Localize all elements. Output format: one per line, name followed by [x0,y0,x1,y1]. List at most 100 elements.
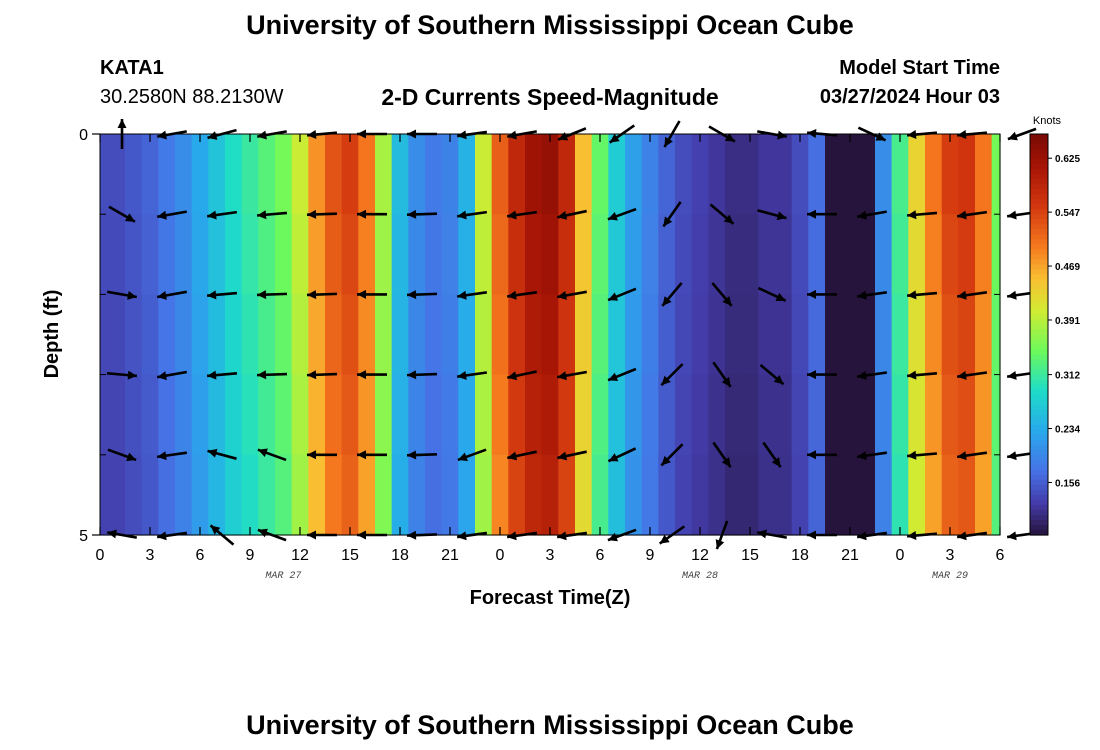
heatmap-cell [258,134,276,215]
heatmap-cell [558,294,576,376]
x-tick-label: 6 [596,547,605,564]
heatmap-cell [625,294,643,376]
heatmap-cell [375,214,393,295]
heatmap-cell [991,454,1001,536]
heatmap-cell [158,214,176,295]
current-arrow [857,210,887,220]
current-arrow [906,370,938,380]
x-tick-label: 0 [496,547,505,564]
heatmap-cell [508,134,526,215]
colorbar-segment [1030,329,1048,336]
current-arrow [807,289,837,299]
current-arrow [711,282,733,307]
heatmap-cell [375,454,393,536]
heatmap-cell [491,134,509,215]
heatmap-cell [658,214,676,295]
heatmap-cell [425,134,443,215]
current-arrow [956,371,988,380]
colorbar-tick-label: 0.234 [1055,425,1080,436]
colorbar-segment [1030,229,1048,235]
colorbar-segment [1030,279,1048,285]
current-arrow [507,450,537,461]
heatmap-cell [225,294,243,376]
heatmap-cell [758,374,776,456]
heatmap-cell [441,214,459,295]
heatmap-cell [391,214,409,295]
heatmap-cell [708,294,726,376]
colorbar-segment [1030,354,1048,361]
heatmap-cell [225,374,243,456]
current-arrow [156,451,188,461]
heatmap-cell [541,214,559,295]
heatmap-cell [475,134,493,215]
heatmap-cell [691,294,709,376]
x-tick-label: 6 [996,547,1005,564]
heatmap-cell [458,454,476,536]
current-arrow [856,371,888,380]
colorbar-segment [1030,469,1048,476]
colorbar-segment [1030,529,1048,536]
heatmap-cell [258,214,276,295]
heatmap-cell [108,214,126,295]
heatmap-cell [325,294,343,376]
heatmap-cell [341,134,359,215]
heatmap-cell [675,294,693,376]
heatmap-cell [558,134,576,215]
speed-heatmap [100,134,1001,536]
heatmap-cell [408,454,426,536]
x-tick-label: 18 [791,547,809,564]
x-tick-label: 3 [546,547,555,564]
x-tick-label: 9 [246,547,255,564]
colorbar-segment [1030,149,1048,155]
heatmap-cell [275,294,293,376]
heatmap-cell [941,214,959,295]
heatmap-cell [725,374,743,456]
model-start-value: 03/27/2024 Hour 03 [819,86,1000,108]
current-arrow [557,450,587,461]
current-arrow [256,210,288,220]
current-arrow [757,286,787,302]
heatmap-cell [291,454,309,536]
colorbar-segment [1030,509,1048,516]
heatmap-cell [725,294,743,376]
heatmap-cell [908,374,926,456]
heatmap-cell [808,374,826,456]
heatmap-cell [875,294,893,376]
heatmap-cell [691,374,709,456]
heatmap-cell [908,294,926,376]
current-arrow [357,289,387,299]
colorbar-segment [1030,374,1048,381]
heatmap-cell [591,454,609,536]
heatmap-cell [408,294,426,376]
colorbar-segment [1030,259,1048,265]
current-arrow [406,209,438,219]
current-arrow [107,448,137,462]
x-axis: 0 3 6 9 12 15 18 21 0 3 6 9 12 15 18 21 0 3 6 MAR 27 MAR 28 M… [96,134,1005,582]
heatmap-cell [675,374,693,456]
heatmap-cell [825,134,843,215]
heatmap-cell [108,374,126,456]
current-arrow [506,210,538,220]
station-coordinates: 30.2580N 88.2130W [100,86,284,108]
heatmap-cell [408,134,426,215]
heatmap-cell [575,374,593,456]
current-arrow [661,282,683,307]
heatmap-cell [575,294,593,376]
heatmap-cell [241,214,259,295]
heatmap-cell [525,454,543,536]
current-arrow [406,290,438,300]
heatmap-cell [958,294,976,376]
heatmap-cell [908,134,926,215]
heatmap-cell [625,134,643,215]
x-tick-label: 6 [196,547,205,564]
x-tick-label: 15 [741,547,759,564]
heatmap-cell [525,374,543,456]
heatmap-cell [158,454,176,536]
model-start-label: Model Start Time [839,57,1000,79]
colorbar-segment [1030,154,1048,160]
heatmap-cell [658,454,676,536]
heatmap-cell [908,454,926,536]
heatmap-cell [425,294,443,376]
current-arrow [357,450,387,460]
colorbar-segment [1030,399,1048,406]
